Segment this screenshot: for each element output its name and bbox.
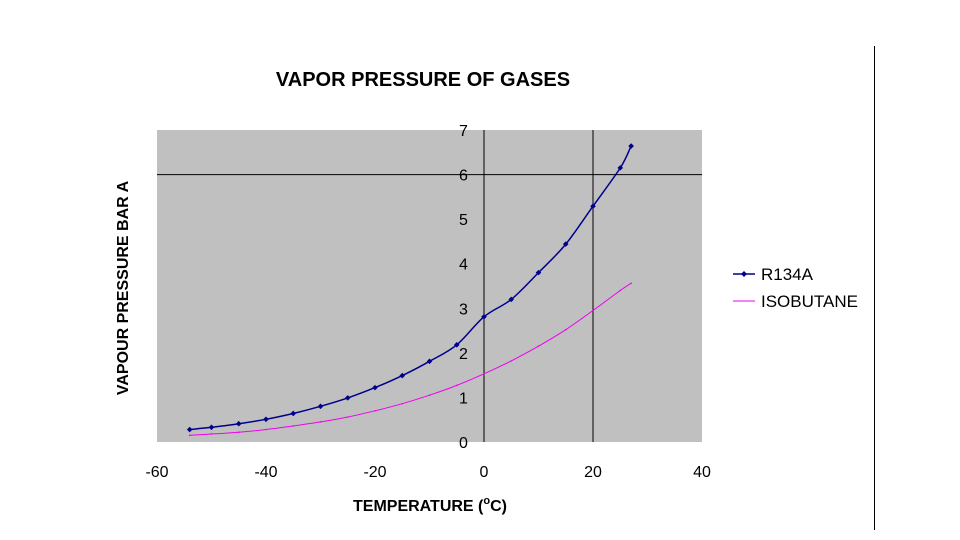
x-tick-label: -40 <box>254 464 277 481</box>
series-layer <box>186 143 634 437</box>
y-axis-title: VAPOUR PRESSURE BAR A <box>115 180 132 395</box>
data-point-isobutane <box>319 421 322 423</box>
y-tick-label: 2 <box>459 346 468 363</box>
data-point-r134a <box>453 342 460 348</box>
data-point-isobutane <box>630 282 632 285</box>
data-point-r134a <box>208 424 215 431</box>
vertical-divider <box>874 46 875 530</box>
data-point-r134a <box>590 203 596 210</box>
y-tick-label: 5 <box>459 212 468 229</box>
data-point-r134a <box>290 410 297 417</box>
data-point-r134a <box>562 241 569 247</box>
y-tick-label: 7 <box>459 123 468 140</box>
data-point-isobutane <box>537 345 540 347</box>
data-point-isobutane <box>401 402 404 405</box>
x-tick-label: 20 <box>584 464 602 481</box>
data-point-r134a <box>186 426 193 433</box>
data-point-r134a <box>344 395 351 401</box>
series-line-isobutane <box>189 282 632 436</box>
data-point-isobutane <box>592 309 594 312</box>
data-point-r134a <box>426 358 433 365</box>
data-point-isobutane <box>237 431 240 433</box>
data-point-isobutane <box>564 328 567 331</box>
x-tick-label: -60 <box>145 464 168 481</box>
y-tick-labels: 0 1 2 3 4 5 6 7 <box>459 123 468 452</box>
data-point-r134a <box>235 420 242 427</box>
x-axis-title: TEMPERATURE (oC) <box>353 495 507 515</box>
reference-lines <box>157 130 702 442</box>
data-point-isobutane <box>428 394 431 397</box>
x-tick-label: -20 <box>363 464 386 481</box>
data-point-isobutane <box>210 433 213 435</box>
data-point-r134a <box>535 269 542 276</box>
data-point-isobutane <box>455 384 458 387</box>
data-point-r134a <box>617 165 624 171</box>
y-tick-label: 4 <box>459 257 468 274</box>
y-tick-label: 6 <box>459 168 468 185</box>
data-point-isobutane <box>619 289 622 292</box>
y-tick-label: 3 <box>459 301 468 318</box>
data-point-r134a <box>263 416 269 423</box>
data-point-r134a <box>317 403 324 410</box>
data-point-isobutane <box>188 434 191 437</box>
data-point-isobutane <box>346 416 349 418</box>
x-tick-label: 40 <box>693 464 711 481</box>
legend-label-r134a: R134A <box>761 265 814 284</box>
data-point-r134a <box>508 296 515 303</box>
x-tick-labels: -60 -40 -20 0 20 40 <box>145 464 711 481</box>
legend: R134A ISOBUTANE <box>733 265 858 311</box>
data-point-r134a <box>481 313 487 320</box>
data-point-isobutane <box>510 360 513 362</box>
chart-title: VAPOR PRESSURE OF GASES <box>276 69 570 91</box>
y-tick-label: 0 <box>459 435 468 452</box>
legend-label-isobutane: ISOBUTANE <box>761 292 858 311</box>
legend-marker-r134a <box>741 271 747 277</box>
data-point-isobutane <box>292 425 295 427</box>
data-point-r134a <box>372 384 378 391</box>
data-point-r134a <box>628 143 634 149</box>
x-tick-label: 0 <box>480 464 489 481</box>
data-point-isobutane <box>265 428 267 431</box>
data-point-isobutane <box>374 410 376 412</box>
data-point-r134a <box>399 372 406 379</box>
data-point-isobutane <box>483 373 485 375</box>
y-tick-label: 1 <box>459 390 468 407</box>
